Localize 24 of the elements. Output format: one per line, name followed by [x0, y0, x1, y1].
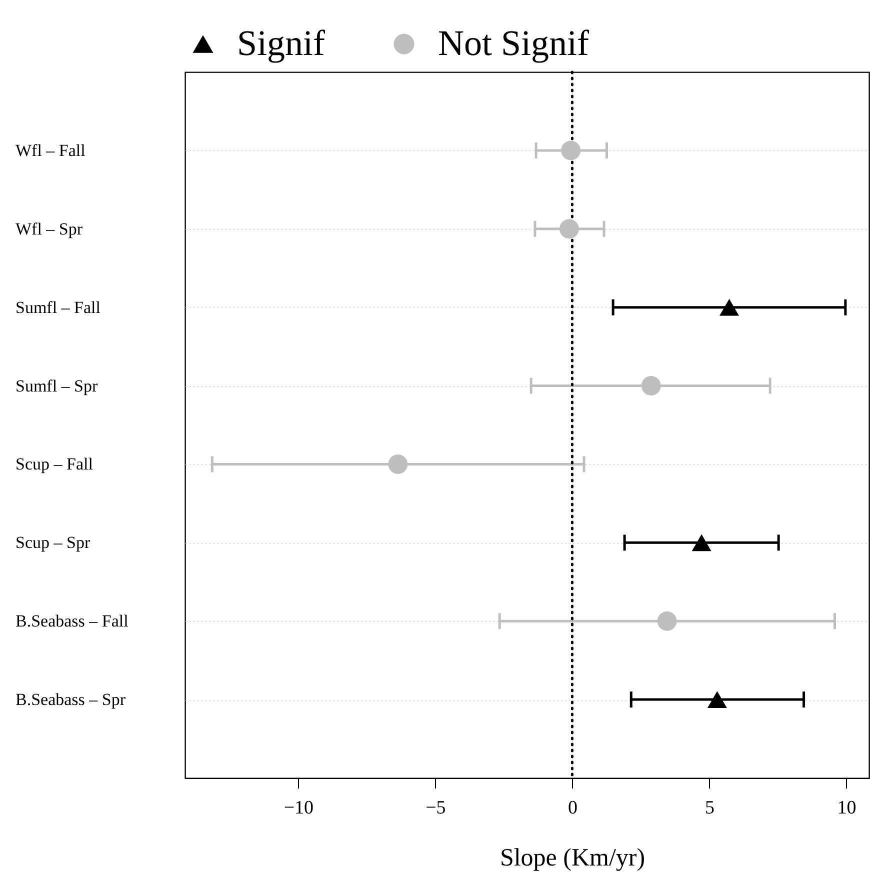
point [707, 691, 727, 708]
legend-label: Signif [237, 23, 326, 63]
point [641, 376, 661, 396]
x-tick-label: −5 [426, 798, 446, 818]
y-tick-label: Wfl – Fall [16, 140, 86, 160]
legend-label: Not Signif [438, 23, 590, 63]
point [388, 454, 408, 474]
y-tick-label: Sumfl – Spr [16, 376, 98, 396]
point [692, 534, 712, 552]
x-axis-title: Slope (Km/yr) [500, 844, 646, 872]
y-tick-label: B.Seabass – Fall [16, 612, 129, 631]
y-tick-label: B.Seabass – Spr [16, 690, 126, 710]
y-tick-label: Scup – Fall [16, 454, 94, 474]
y-tick-label: Sumfl – Fall [16, 298, 101, 317]
point [561, 140, 581, 160]
x-tick-label: 5 [704, 798, 714, 818]
point [559, 219, 579, 239]
x-tick-label: −10 [284, 798, 314, 818]
x-tick-label: 0 [568, 798, 578, 818]
y-tick-label: Wfl – Spr [16, 219, 83, 238]
x-tick-label: 10 [837, 798, 856, 818]
point [719, 298, 739, 316]
y-tick-label: Scup – Spr [16, 533, 90, 552]
point [657, 611, 677, 631]
